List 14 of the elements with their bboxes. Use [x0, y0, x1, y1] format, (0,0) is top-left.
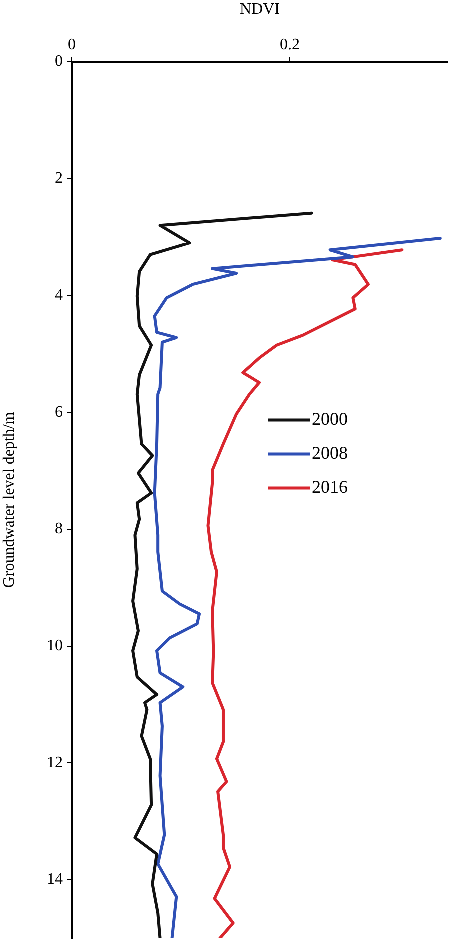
y-tick-label: 6	[55, 404, 63, 421]
y-tick-label: 12	[47, 754, 63, 772]
y-axis-title: Groundwater level depth/m	[0, 412, 18, 588]
legend-label: 2000	[312, 408, 348, 429]
y-tick-label: 14	[47, 871, 63, 888]
legend-label: 2016	[312, 476, 348, 497]
y-tick-label: 0	[55, 53, 63, 70]
x-axis-title: NDVI	[240, 0, 280, 18]
y-tick-label: 10	[47, 637, 63, 654]
y-tick-label: 8	[55, 520, 63, 538]
x-tick-label: 0.2	[280, 36, 300, 54]
legend-label: 2008	[312, 442, 348, 463]
y-tick-label: 2	[55, 170, 63, 188]
y-tick-label: 4	[55, 286, 63, 304]
